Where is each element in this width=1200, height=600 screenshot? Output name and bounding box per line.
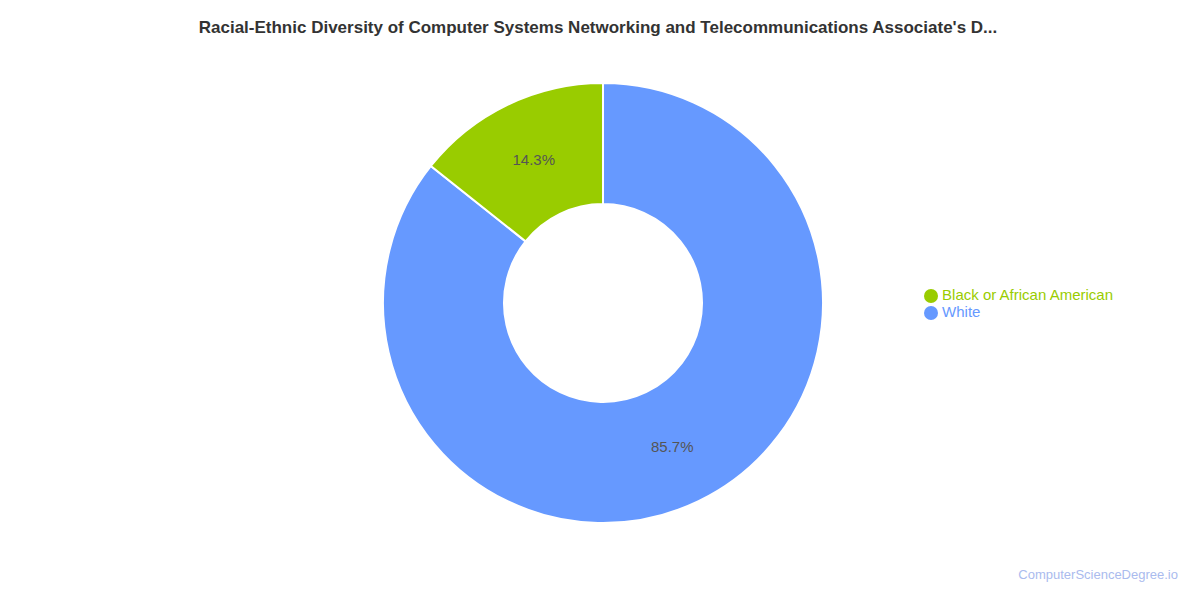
html-text:Black or African American: Black or African American (942, 286, 1113, 303)
svg-text:85.7%: 85.7% (651, 438, 694, 455)
html-text:ComputerScienceDegree.io: ComputerScienceDegree.io (1018, 567, 1178, 582)
svg-text:14.3%: 14.3% (512, 151, 555, 168)
html-text:White: White (942, 303, 981, 320)
html-text:Racial-Ethnic Diversity of Com: Racial-Ethnic Diversity of Computer Syst… (198, 18, 998, 37)
